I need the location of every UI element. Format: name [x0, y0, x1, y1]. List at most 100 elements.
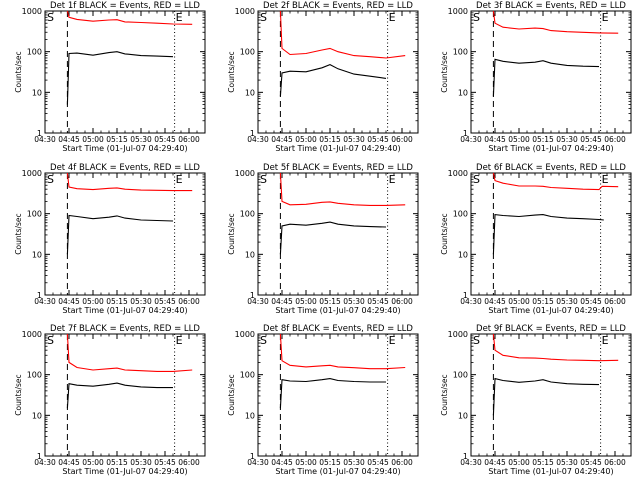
x-tick-label: 06:00: [604, 135, 626, 144]
x-tick-label: 04:45: [484, 135, 506, 144]
series-line-events: [492, 58, 600, 97]
y-tick-label: 1: [250, 291, 255, 300]
x-tick-label: 05:15: [106, 297, 128, 306]
start-marker-label: S: [260, 173, 267, 186]
start-marker-label: S: [47, 173, 54, 186]
x-tick-label: 05:00: [295, 297, 317, 306]
y-tick-label: 1000: [22, 330, 42, 339]
x-tick-label: 05:00: [508, 135, 530, 144]
series-line-lld: [279, 172, 406, 206]
x-axis-label: Start Time (01-Jul-07 04:29:40): [275, 144, 400, 153]
y-tick-label: 100: [453, 210, 468, 219]
start-marker-label: S: [260, 11, 267, 24]
y-tick-label: 1000: [22, 169, 42, 178]
y-tick-label: 10: [32, 411, 42, 420]
x-tick-label: 06:00: [178, 458, 200, 467]
y-tick-label: 1000: [22, 7, 42, 16]
x-tick-label: 04:30: [34, 297, 56, 306]
y-tick-label: 10: [458, 250, 468, 259]
end-marker-label: E: [389, 334, 396, 347]
x-axis-label: Start Time (01-Jul-07 04:29:40): [488, 144, 613, 153]
series-line-events: [492, 377, 600, 416]
x-tick-label: 05:30: [130, 135, 152, 144]
end-marker-label: E: [602, 173, 609, 186]
chart-panel-6: Det 6f BLACK = Events, RED = LLD 1 10 100 10…: [440, 163, 632, 315]
x-tick-label: 04:45: [271, 135, 293, 144]
y-axis-label: Counts/sec: [227, 51, 236, 92]
x-tick-label: 05:15: [106, 458, 128, 467]
x-tick-label: 04:45: [484, 458, 506, 467]
y-tick-label: 10: [32, 250, 42, 259]
x-tick-label: 05:00: [508, 458, 530, 467]
series-line-lld: [279, 10, 406, 59]
series-line-events: [66, 51, 174, 105]
chart-title: Det 8f BLACK = Events, RED = LLD: [263, 324, 413, 334]
y-tick-label: 1: [463, 452, 468, 461]
y-tick-label: 10: [245, 411, 255, 420]
chart-panel-4: Det 4f BLACK = Events, RED = LLD 1 10 100 10…: [14, 163, 206, 315]
y-tick-label: 10: [245, 88, 255, 97]
y-tick-label: 100: [27, 48, 42, 57]
end-marker-label: E: [176, 334, 183, 347]
x-axis-label: Start Time (01-Jul-07 04:29:40): [488, 306, 613, 315]
x-axis-label: Start Time (01-Jul-07 04:29:40): [62, 144, 187, 153]
y-axis-label: Counts/sec: [440, 374, 449, 415]
x-tick-label: 04:30: [247, 297, 269, 306]
start-marker-label: S: [260, 334, 267, 347]
x-tick-label: 04:30: [460, 458, 482, 467]
x-axis-label: Start Time (01-Jul-07 04:29:40): [62, 306, 187, 315]
series-line-lld: [492, 333, 619, 362]
y-tick-label: 1000: [448, 7, 468, 16]
y-tick-label: 1000: [448, 169, 468, 178]
y-tick-label: 1000: [448, 330, 468, 339]
x-tick-label: 04:45: [271, 458, 293, 467]
x-tick-label: 05:00: [295, 135, 317, 144]
x-tick-label: 05:15: [532, 458, 554, 467]
chart-title: Det 2f BLACK = Events, RED = LLD: [263, 1, 413, 11]
y-tick-label: 1000: [235, 169, 255, 178]
chart-title: Det 3f BLACK = Events, RED = LLD: [476, 1, 626, 11]
chart-title: Det 7f BLACK = Events, RED = LLD: [50, 324, 200, 334]
x-axis-label: Start Time (01-Jul-07 04:29:40): [275, 467, 400, 476]
x-tick-label: 05:30: [556, 297, 578, 306]
y-axis-label: Counts/sec: [14, 51, 23, 92]
end-marker-label: E: [176, 173, 183, 186]
x-tick-label: 05:30: [343, 135, 365, 144]
chart-panel-9: Det 9f BLACK = Events, RED = LLD 1 10 100 10…: [440, 324, 632, 476]
x-tick-label: 04:45: [271, 297, 293, 306]
y-axis-label: Counts/sec: [227, 374, 236, 415]
y-axis-label: Counts/sec: [14, 213, 23, 254]
x-tick-label: 06:00: [391, 458, 413, 467]
chart-title: Det 5f BLACK = Events, RED = LLD: [263, 163, 413, 173]
chart-title: Det 4f BLACK = Events, RED = LLD: [50, 163, 200, 173]
chart-panel-7: Det 7f BLACK = Events, RED = LLD 1 10 100 10…: [14, 324, 206, 476]
plot-frame: [44, 333, 206, 457]
x-tick-label: 05:00: [508, 297, 530, 306]
x-tick-label: 06:00: [391, 135, 413, 144]
y-tick-label: 100: [27, 371, 42, 380]
y-tick-label: 100: [27, 210, 42, 219]
x-axis-label: Start Time (01-Jul-07 04:29:40): [275, 306, 400, 315]
y-axis-label: Counts/sec: [440, 51, 449, 92]
y-tick-label: 10: [458, 88, 468, 97]
x-tick-label: 04:45: [484, 297, 506, 306]
series-line-events: [279, 221, 387, 255]
x-tick-label: 04:45: [58, 458, 80, 467]
y-tick-label: 1000: [235, 7, 255, 16]
end-marker-label: E: [602, 334, 609, 347]
x-tick-label: 05:00: [82, 135, 104, 144]
series-line-lld: [279, 333, 406, 370]
series-line-lld: [66, 333, 193, 372]
chart-panel-8: Det 8f BLACK = Events, RED = LLD 1 10 100 10…: [227, 324, 419, 476]
x-tick-label: 05:30: [556, 135, 578, 144]
x-tick-label: 05:30: [130, 297, 152, 306]
y-tick-label: 1: [250, 129, 255, 138]
x-tick-label: 06:00: [604, 297, 626, 306]
series-line-events: [492, 213, 604, 255]
plot-frame: [44, 10, 206, 134]
x-tick-label: 04:30: [247, 458, 269, 467]
start-marker-label: S: [47, 11, 54, 24]
x-tick-label: 05:15: [319, 135, 341, 144]
x-tick-label: 05:45: [154, 458, 176, 467]
y-tick-label: 100: [453, 48, 468, 57]
